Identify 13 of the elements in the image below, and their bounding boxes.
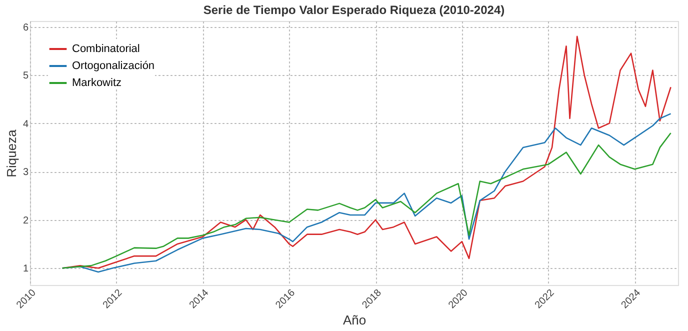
y-tick-label: 4 (22, 118, 29, 130)
y-tick-label: 1 (22, 264, 29, 275)
line-series (62, 36, 672, 269)
x-axis-title: Año (342, 312, 366, 328)
legend-label: Ortogonalización (72, 60, 155, 72)
y-axis-title: Riqueza (4, 128, 19, 178)
y-tick-label: 6 (22, 22, 29, 34)
legend-label: Markowitz (72, 77, 122, 89)
y-tick-label: 5 (22, 70, 29, 82)
y-tick-label: 2 (22, 215, 29, 226)
y-tick-label: 3 (22, 167, 29, 178)
legend-label: Combinatorial (72, 43, 140, 55)
chart-title: Serie de Tiempo Valor Esperado Riqueza (2010-2024) (203, 3, 505, 17)
